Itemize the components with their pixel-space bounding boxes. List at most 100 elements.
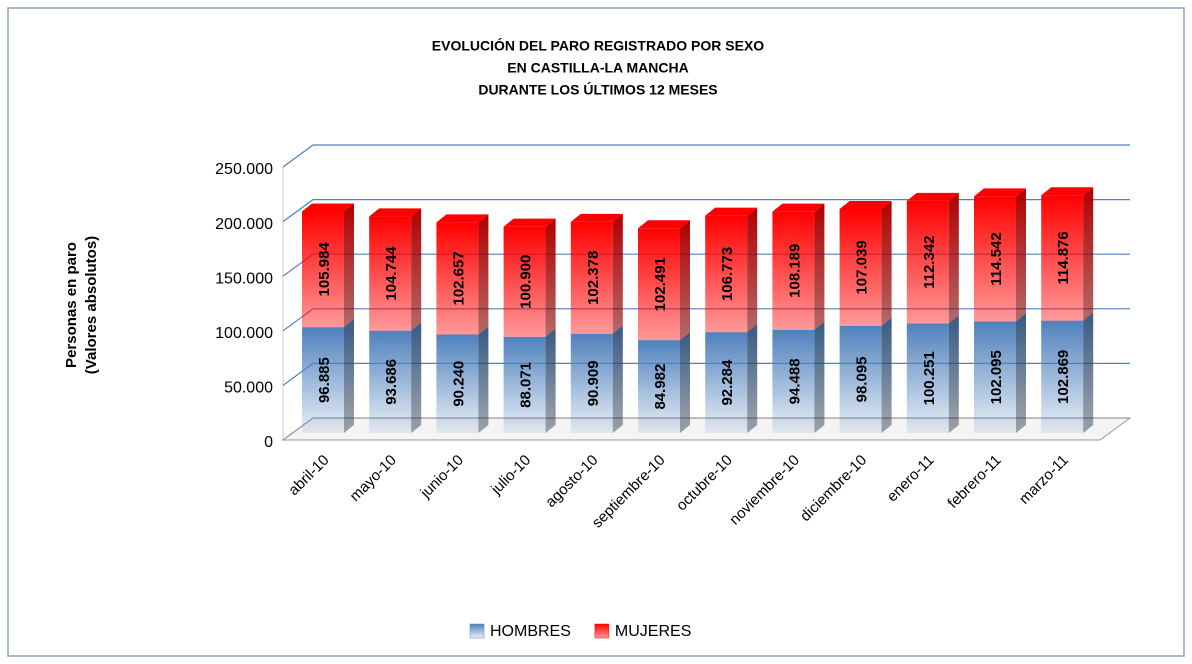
value-label: 100.251 — [921, 351, 938, 405]
bar-segment — [705, 332, 748, 433]
legend-swatch — [469, 623, 485, 639]
bar-segment — [369, 330, 412, 433]
bar-side-shade — [411, 208, 422, 331]
y-tick-label: 0 — [264, 434, 273, 451]
bar-segment — [772, 329, 815, 433]
bar-side-shade — [1016, 188, 1026, 322]
y-axis-title: Personas en paro — [63, 242, 80, 368]
bar-segment — [302, 327, 344, 433]
bar-side-shade — [1083, 312, 1094, 433]
bar-side — [948, 315, 959, 433]
bar-segment — [436, 222, 479, 335]
value-label: 98.095 — [854, 356, 871, 402]
bar-side — [545, 328, 556, 433]
value-label: 114.876 — [1055, 231, 1072, 284]
bar-side-shade — [478, 214, 489, 335]
legend-label: HOMBRES — [490, 623, 571, 640]
value-label: 88.071 — [518, 362, 535, 408]
bar-segment — [638, 340, 680, 433]
bar-side-shade — [344, 203, 354, 328]
value-label: 107.039 — [854, 240, 871, 294]
bar-top — [839, 200, 892, 209]
bar-side-shade — [1083, 187, 1094, 321]
chart-title: DURANTE LOS ÚLTIMOS 12 MESES — [478, 81, 717, 98]
y-tick-label: 250.000 — [215, 161, 273, 178]
value-label: 96.885 — [316, 357, 333, 403]
bar-side — [1083, 312, 1094, 433]
bar-segment — [705, 215, 748, 333]
bar-top — [369, 208, 422, 217]
bar-segment — [906, 200, 949, 324]
bar-side — [881, 200, 892, 326]
bar-side — [747, 207, 758, 333]
chart-title: EVOLUCIÓN DEL PARO REGISTRADO POR SEXO — [432, 37, 765, 54]
bar-top — [436, 214, 489, 223]
value-label: 90.909 — [585, 360, 602, 406]
bar-segment — [570, 333, 613, 433]
bar-side — [1083, 187, 1094, 321]
bar-side — [411, 208, 422, 331]
bar-segment — [974, 321, 1016, 433]
y-tick-label: 100.000 — [215, 325, 273, 342]
bar-segment — [503, 336, 546, 433]
value-label: 112.342 — [921, 235, 938, 288]
bar-segment — [1041, 320, 1084, 433]
bar-side-shade — [612, 213, 623, 334]
bar-top — [974, 188, 1026, 197]
bar-segment — [570, 221, 613, 334]
bar-side-shade — [747, 207, 758, 333]
value-label: 84.982 — [652, 364, 669, 410]
bar-segment — [302, 211, 344, 328]
bar-side-shade — [612, 325, 623, 433]
value-label: 94.488 — [786, 358, 803, 404]
bar-side-shade — [881, 317, 892, 433]
bar-side-shade — [478, 326, 489, 433]
bar-side — [478, 214, 489, 335]
bar-side-shade — [814, 321, 825, 433]
bar-side — [1016, 188, 1026, 322]
bar-top — [302, 203, 354, 212]
bar-side-shade — [545, 328, 556, 433]
value-label: 93.686 — [383, 359, 400, 405]
bar-side — [680, 332, 690, 433]
legend-label: MUJERES — [615, 623, 691, 640]
bar-side — [814, 203, 825, 330]
bar-segment — [638, 228, 680, 341]
bar-segment — [436, 334, 479, 433]
bar-segment — [839, 325, 882, 433]
bar-side — [680, 220, 690, 341]
value-label: 92.284 — [719, 359, 736, 406]
bar-side — [411, 322, 422, 433]
bar-side — [881, 317, 892, 433]
bar-segment — [369, 216, 412, 331]
value-label: 102.095 — [988, 350, 1005, 404]
y-axis-title: (Valores absolutos) — [83, 236, 100, 374]
bar-side-shade — [814, 203, 825, 330]
value-label: 105.984 — [316, 242, 333, 297]
bar-side — [1016, 313, 1026, 433]
value-label: 100.900 — [518, 255, 535, 309]
bar-side-shade — [344, 319, 354, 433]
chart-title: EN CASTILLA-LA MANCHA — [507, 60, 688, 76]
bar-segment — [839, 208, 882, 326]
bar-segment — [772, 211, 815, 330]
bar-side — [344, 203, 354, 328]
y-tick-label: 200.000 — [215, 216, 273, 233]
bar-side-shade — [411, 322, 422, 433]
bar-side-shade — [1016, 313, 1026, 433]
legend-swatch — [594, 623, 610, 639]
y-tick-label: 150.000 — [215, 270, 273, 287]
bar-top — [705, 207, 758, 216]
value-label: 106.773 — [719, 247, 736, 301]
bar-segment — [1041, 195, 1084, 321]
bar-top — [906, 192, 959, 201]
bar-side — [612, 325, 623, 433]
value-label: 114.542 — [988, 232, 1005, 285]
bar-side-shade — [747, 324, 758, 433]
bar-side — [478, 326, 489, 433]
bar-side — [545, 218, 556, 337]
grid-line — [282, 144, 1130, 168]
value-label: 102.657 — [450, 251, 467, 305]
bar-top — [503, 218, 556, 227]
